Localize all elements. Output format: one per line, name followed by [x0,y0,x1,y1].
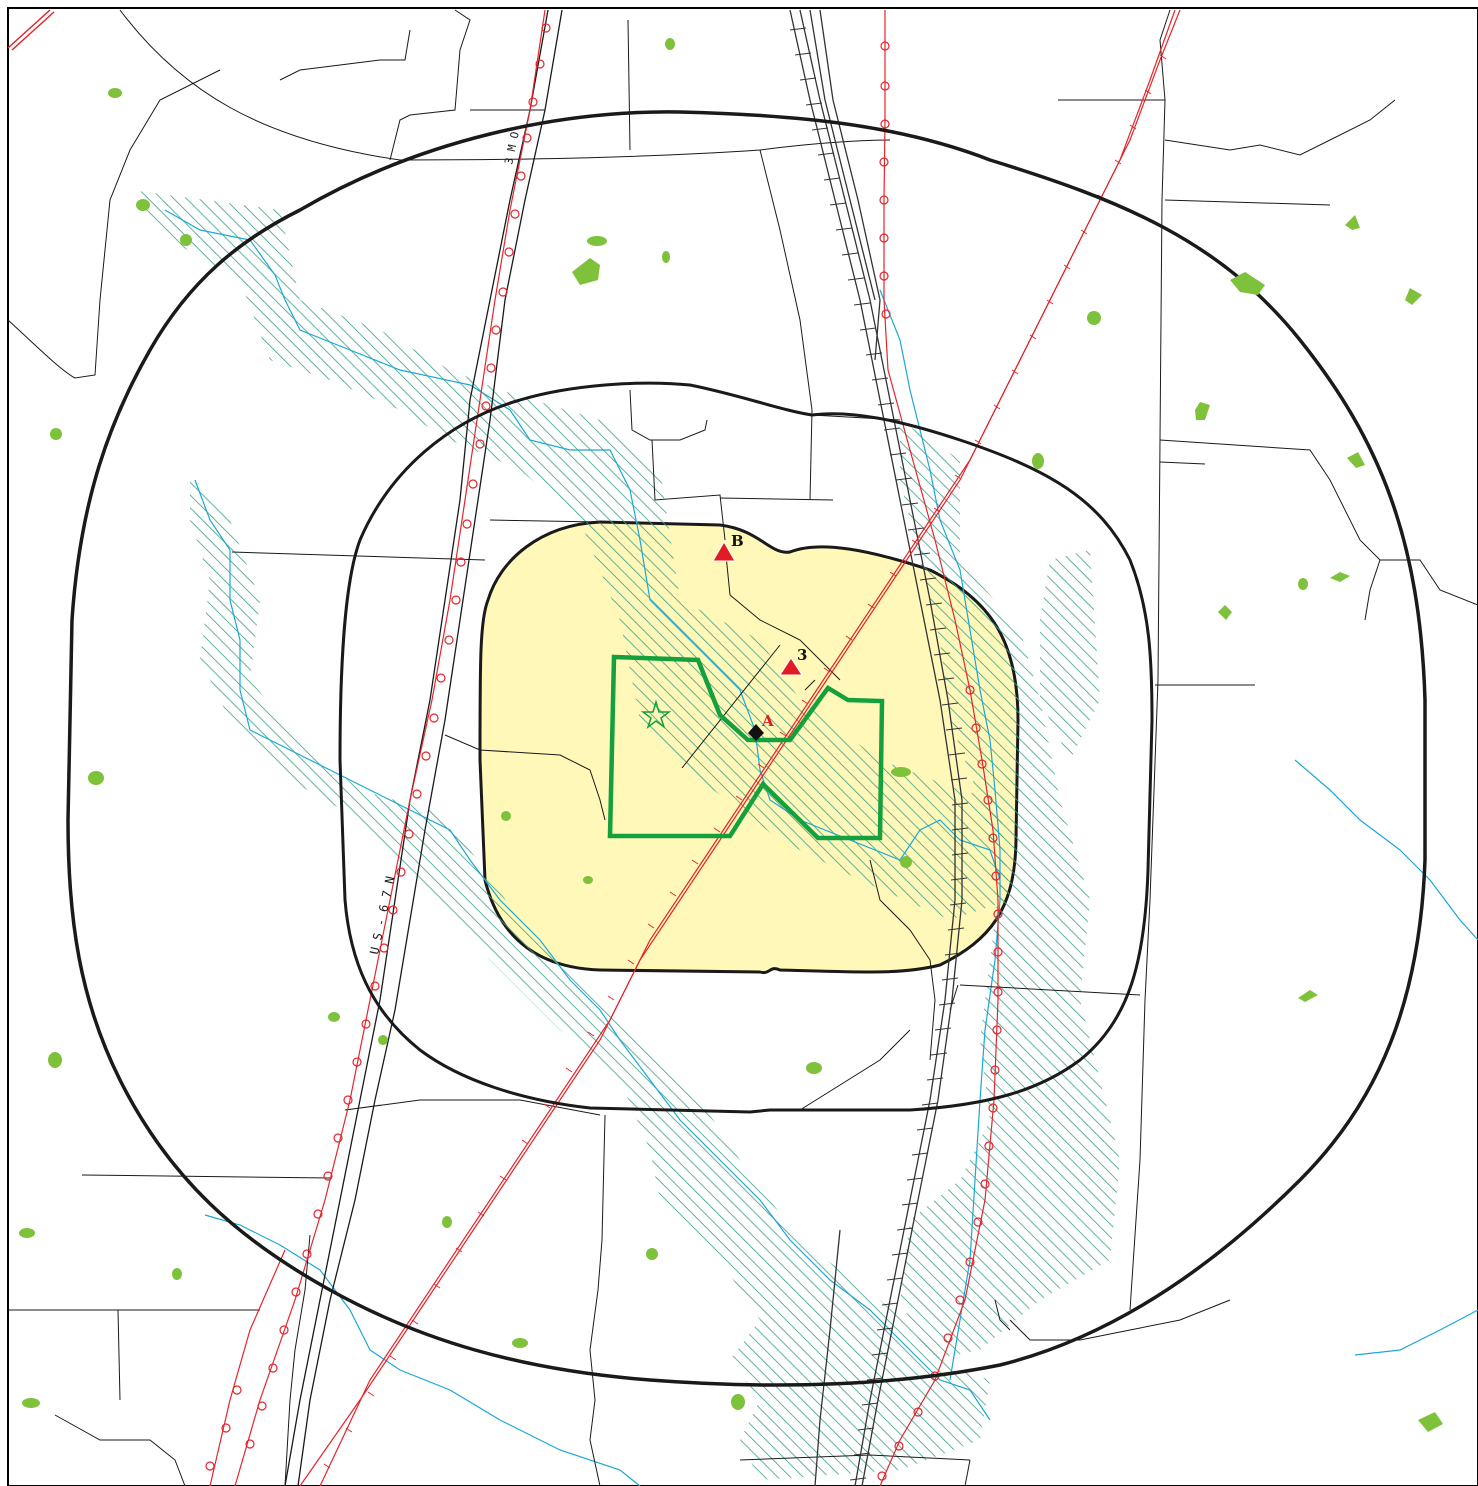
corner-pipeline-segment [7,9,51,49]
middle-buffer-ring [338,381,1154,1114]
site-star-icon [640,699,672,730]
corner-pipeline-segment-2 [11,11,55,51]
marker-a[interactable]: A [748,712,774,741]
marker-b-label: B [731,532,744,550]
marker-a-label: A [761,712,774,730]
vegetation-patches [19,38,1443,1432]
triangle-marker-icon [779,657,803,676]
marker-b[interactable]: B [712,532,744,562]
railroad-ties [789,27,969,1481]
railroads [789,9,963,1486]
diamond-marker-icon [748,724,764,741]
marker-3[interactable]: 3 [779,646,807,676]
streams [164,209,1478,1486]
highway-us-67n [284,9,563,1486]
site-boundary [607,654,885,841]
marker-3-label: 3 [797,646,807,664]
pipeline-markers [205,23,1003,1481]
local-roads [7,9,1478,1486]
triangle-marker-icon [712,541,736,562]
outer-buffer-ring [66,110,1427,1387]
